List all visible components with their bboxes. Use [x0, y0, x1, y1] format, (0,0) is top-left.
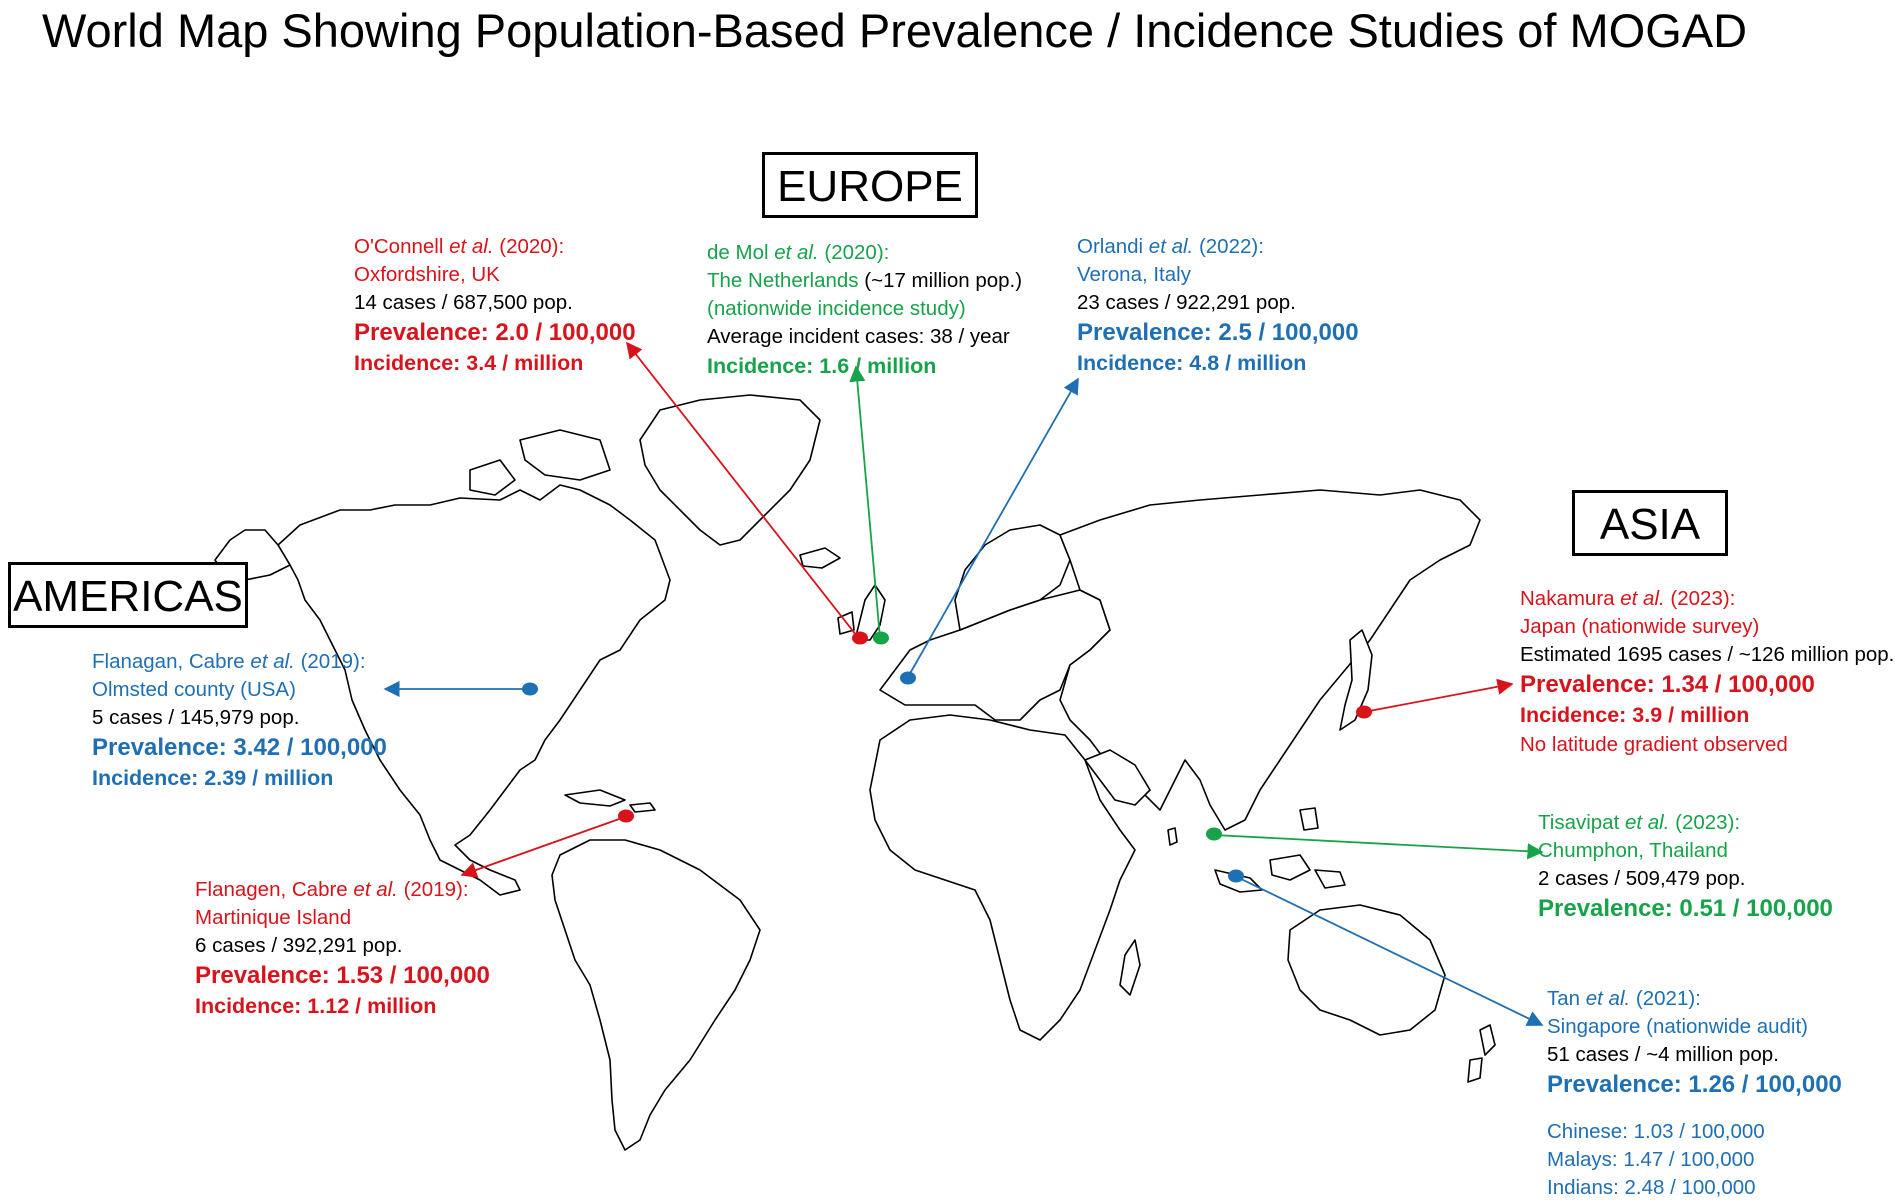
region-asia: ASIA	[1572, 490, 1728, 556]
study-oconnell: O'Connell et al. (2020): Oxfordshire, UK…	[354, 233, 636, 379]
study-year: (2020):	[499, 235, 565, 258]
study-subgroup-indians: Indians: 2.48 / 100,000	[1547, 1176, 1756, 1199]
arctic-islands-outline	[519, 429, 611, 481]
africa-outline	[869, 714, 1136, 1041]
marker-netherlands	[873, 631, 889, 645]
north-america-outline	[277, 484, 671, 896]
study-nakamura: Nakamura et al. (2023): Japan (nationwid…	[1520, 585, 1894, 759]
south-america-outline	[551, 839, 761, 1151]
japan-outline	[1339, 629, 1373, 731]
study-prevalence: Prevalence: 3.42 / 100,000	[92, 734, 387, 761]
arrow-verona	[907, 377, 1079, 678]
study-cases: Estimated 1695 cases / ~126 million pop.	[1520, 643, 1895, 666]
australia-outline	[1287, 904, 1446, 1036]
arrow-oxford	[626, 341, 861, 641]
study-prevalence: Prevalence: 2.5 / 100,000	[1077, 319, 1359, 346]
study-author: Flanagan, Cabre	[92, 650, 245, 673]
study-etal: et al.	[1148, 235, 1194, 258]
study-location: Chumphon, Thailand	[1538, 839, 1728, 862]
study-location: Martinique Island	[195, 906, 352, 929]
region-americas: AMERICAS	[8, 562, 248, 628]
arrow-singapore	[1236, 876, 1544, 1026]
study-subgroup-malays: Malays: 1.47 / 100,000	[1547, 1148, 1755, 1171]
study-incidence: Incidence: 1.12 / million	[195, 994, 437, 1018]
study-author: Flanagen, Cabre	[195, 878, 348, 901]
marker-verona	[900, 671, 916, 685]
study-subgroup-chinese: Chinese: 1.03 / 100,000	[1547, 1120, 1765, 1143]
greenland-outline	[639, 394, 821, 546]
study-year: (2023):	[1670, 587, 1736, 610]
study-author: de Mol	[707, 241, 769, 264]
study-location: Olmsted county (USA)	[92, 678, 296, 701]
study-etal: et al.	[1624, 811, 1670, 834]
study-note: No latitude gradient observed	[1520, 733, 1788, 756]
study-author: Orlandi	[1077, 235, 1144, 258]
study-author: Nakamura	[1520, 587, 1615, 610]
asia-outline	[1059, 489, 1481, 831]
study-year: (2019):	[300, 650, 366, 673]
study-etal: et al.	[250, 650, 295, 673]
study-cases: 14 cases / 687,500 pop.	[354, 291, 573, 314]
uk-outline	[854, 584, 886, 641]
study-tisavipat: Tisavipat et al. (2023): Chumphon, Thail…	[1538, 809, 1833, 924]
study-flanagan-olmsted: Flanagan, Cabre et al. (2019): Olmsted c…	[92, 648, 387, 794]
study-year: (2022):	[1198, 235, 1264, 258]
study-incidence: Incidence: 4.8 / million	[1077, 351, 1307, 375]
study-design: (nationwide incidence study)	[707, 297, 966, 320]
study-tan: Tan et al. (2021): Singapore (nationwide…	[1547, 985, 1842, 1202]
marker-martinique	[618, 809, 634, 823]
study-etal: et al.	[1620, 587, 1665, 610]
study-incidence: Incidence: 3.9 / million	[1520, 703, 1750, 727]
study-incidence: Incidence: 1.6 / million	[707, 354, 937, 378]
region-europe: EUROPE	[762, 152, 978, 218]
study-cases: Average incident cases: 38 / year	[707, 325, 1010, 348]
study-cases: 2 cases / 509,479 pop.	[1538, 867, 1746, 890]
study-author: O'Connell	[354, 235, 444, 258]
study-year: (2020):	[824, 241, 890, 264]
study-year: (2019):	[403, 878, 469, 901]
marker-oxford	[852, 631, 868, 645]
study-flanagen-martinique: Flanagen, Cabre et al. (2019): Martiniqu…	[195, 876, 490, 1022]
study-prevalence: Prevalence: 1.26 / 100,000	[1547, 1071, 1842, 1098]
study-cases: 6 cases / 392,291 pop.	[195, 934, 403, 957]
arrow-netherlands	[849, 365, 881, 639]
study-location: Singapore (nationwide audit)	[1547, 1015, 1808, 1038]
study-location: Oxfordshire, UK	[354, 263, 500, 286]
study-cases: 5 cases / 145,979 pop.	[92, 706, 300, 729]
marker-chumphon	[1206, 827, 1222, 841]
study-location: Japan (nationwide survey)	[1520, 615, 1760, 638]
study-author: Tisavipat	[1538, 811, 1620, 834]
study-incidence: Incidence: 2.39 / million	[92, 766, 334, 790]
study-incidence: Incidence: 3.4 / million	[354, 351, 584, 375]
study-prevalence: Prevalence: 0.51 / 100,000	[1538, 895, 1833, 922]
marker-japan	[1356, 705, 1372, 719]
arrow-chumphon	[1213, 834, 1544, 860]
study-etal: et al.	[449, 235, 494, 258]
study-year: (2021):	[1635, 987, 1701, 1010]
study-author: Tan	[1547, 987, 1581, 1010]
study-prevalence: Prevalence: 1.34 / 100,000	[1520, 671, 1815, 698]
study-etal: et al.	[353, 878, 398, 901]
study-year: (2023):	[1675, 811, 1741, 834]
marker-olmsted	[522, 682, 538, 696]
study-cases: 51 cases / ~4 million pop.	[1547, 1043, 1779, 1066]
study-demol: de Mol et al. (2020): The Netherlands (~…	[707, 239, 1022, 382]
study-location: The Netherlands	[707, 269, 859, 292]
study-prevalence: Prevalence: 1.53 / 100,000	[195, 962, 490, 989]
study-cases: 23 cases / 922,291 pop.	[1077, 291, 1296, 314]
marker-singapore	[1228, 869, 1244, 883]
study-etal: et al.	[774, 241, 819, 264]
study-orlandi: Orlandi et al. (2022): Verona, Italy 23 …	[1077, 233, 1359, 379]
arrow-japan	[1363, 678, 1514, 713]
study-etal: et al.	[1585, 987, 1631, 1010]
arrow-martinique	[460, 817, 623, 878]
study-location: Verona, Italy	[1077, 263, 1191, 286]
study-prevalence: Prevalence: 2.0 / 100,000	[354, 319, 636, 346]
study-location-note: (~17 million pop.)	[864, 269, 1023, 292]
map-title: World Map Showing Population-Based Preva…	[42, 4, 1748, 57]
